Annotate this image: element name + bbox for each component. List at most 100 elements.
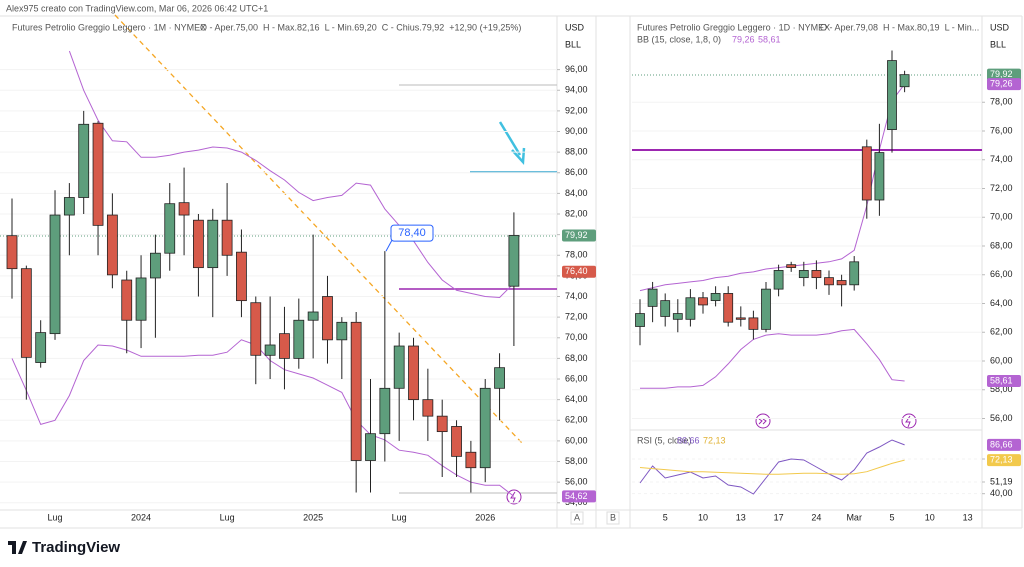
candle-body [899, 74, 910, 88]
y-tick-label: 70,00 [565, 332, 588, 342]
x-tick-label: 5 [663, 512, 668, 522]
candle-body [723, 293, 734, 323]
y-tick-label: 51,19 [990, 476, 1013, 486]
y-tick-label: 68,00 [990, 240, 1013, 250]
price-label: 72,13 [990, 454, 1013, 464]
candle-body [824, 277, 834, 286]
y-tick-label: 96,00 [565, 64, 588, 74]
candle-body [178, 202, 190, 216]
price-label: 79,92 [565, 230, 588, 240]
price-label-box [987, 438, 1021, 451]
y-tick-label: 56,00 [990, 413, 1013, 423]
candle-body [6, 235, 18, 270]
candle-body [78, 123, 90, 198]
unit: BLL [565, 39, 581, 49]
x-tick-label: Lug [48, 512, 63, 522]
candle-body [207, 219, 219, 269]
candle-body [20, 268, 32, 358]
y-tick-label: 94,00 [565, 85, 588, 95]
candle-body [698, 297, 708, 306]
candle-body [836, 280, 847, 286]
pane-button[interactable] [570, 511, 584, 525]
y-tick-label: 66,00 [565, 373, 588, 383]
y-tick-label: 64,00 [565, 394, 588, 404]
y-tick-label: 40,00 [990, 488, 1013, 498]
price-label: 79,26 [990, 79, 1013, 89]
y-tick-label: 72,00 [990, 183, 1013, 193]
x-tick-label: 10 [925, 512, 935, 522]
y-tick-label: 92,00 [565, 105, 588, 115]
candle-body [193, 219, 204, 269]
candle-body [849, 261, 860, 286]
x-tick-label: 10 [698, 512, 708, 522]
candle-body [35, 332, 47, 363]
candle-body [221, 219, 233, 256]
candle-body [786, 264, 797, 268]
price-label: 58,61 [990, 375, 1013, 385]
x-tick-label: Lug [392, 512, 407, 522]
candle-body [508, 235, 520, 287]
line-series [639, 83, 905, 292]
line-series [11, 339, 515, 497]
x-tick-label: Mar [846, 512, 862, 522]
candle-body [322, 296, 333, 341]
candle-body [63, 197, 75, 216]
candle-body [121, 279, 133, 321]
credit: Alex975 creato con TradingView.com, Mar … [6, 3, 268, 13]
candle-body [279, 333, 290, 359]
price-label-box [987, 374, 1021, 387]
y-tick-label: 82,00 [565, 208, 588, 218]
y-tick-label: 86,00 [565, 167, 588, 177]
x-tick-label: Lug [220, 512, 235, 522]
callout-pointer [385, 239, 393, 252]
y-tick-label: 74,00 [565, 291, 588, 301]
y-tick-label: 56,00 [565, 477, 588, 487]
candle-body [710, 293, 721, 302]
y-tick-label: 64,00 [990, 298, 1013, 308]
candle-body [135, 277, 147, 321]
x-tick-label: 2025 [303, 512, 323, 522]
rsi-title: RSI (5, close) [637, 435, 692, 445]
y-tick-label: 58,00 [565, 456, 588, 466]
candle-body [761, 288, 771, 330]
candle-body [798, 270, 809, 279]
price-label-box [987, 68, 1021, 81]
candle-body [773, 270, 784, 290]
price-label: 76,40 [565, 266, 588, 276]
candle-body [635, 313, 645, 327]
indicator-title: BB (15, close, 1,8, 0) [637, 34, 721, 44]
price-label-box [562, 265, 596, 278]
y-tick-label: 78,00 [990, 97, 1013, 107]
callout-label: 78,40 [398, 227, 426, 239]
candle-body [874, 152, 885, 201]
pane-button[interactable] [606, 511, 620, 525]
pane-buttons: A B [570, 511, 620, 525]
brand: TradingView [32, 539, 120, 556]
y-tick-label: 74,00 [990, 154, 1013, 164]
line-series [68, 50, 515, 299]
x-tick-label: 24 [811, 512, 821, 522]
candle-body [250, 302, 262, 356]
line-series [640, 328, 905, 389]
x-tick-label: 17 [774, 512, 784, 522]
x-tick-label: 2024 [131, 512, 151, 522]
candle-body [465, 451, 477, 469]
x-tick-label: 5 [889, 512, 894, 522]
candle-body [350, 321, 362, 461]
y-tick-label: 88,00 [565, 147, 588, 157]
candle-body [436, 415, 448, 433]
y-tick-label: 90,00 [565, 126, 588, 136]
candle-body [393, 345, 405, 389]
y-tick-label: 62,00 [565, 415, 588, 425]
price-label-box [987, 78, 1021, 91]
y-tick-label: 68,00 [565, 353, 588, 363]
rsi-value: 72,13 [703, 435, 726, 445]
candle-body [451, 426, 462, 457]
candle-body [479, 387, 491, 469]
y-tick-label: 78,00 [565, 250, 588, 260]
x-tick-label: 13 [963, 512, 973, 522]
candle-body [748, 317, 759, 330]
line-series [639, 459, 905, 475]
y-tick-label: 62,00 [990, 327, 1013, 337]
